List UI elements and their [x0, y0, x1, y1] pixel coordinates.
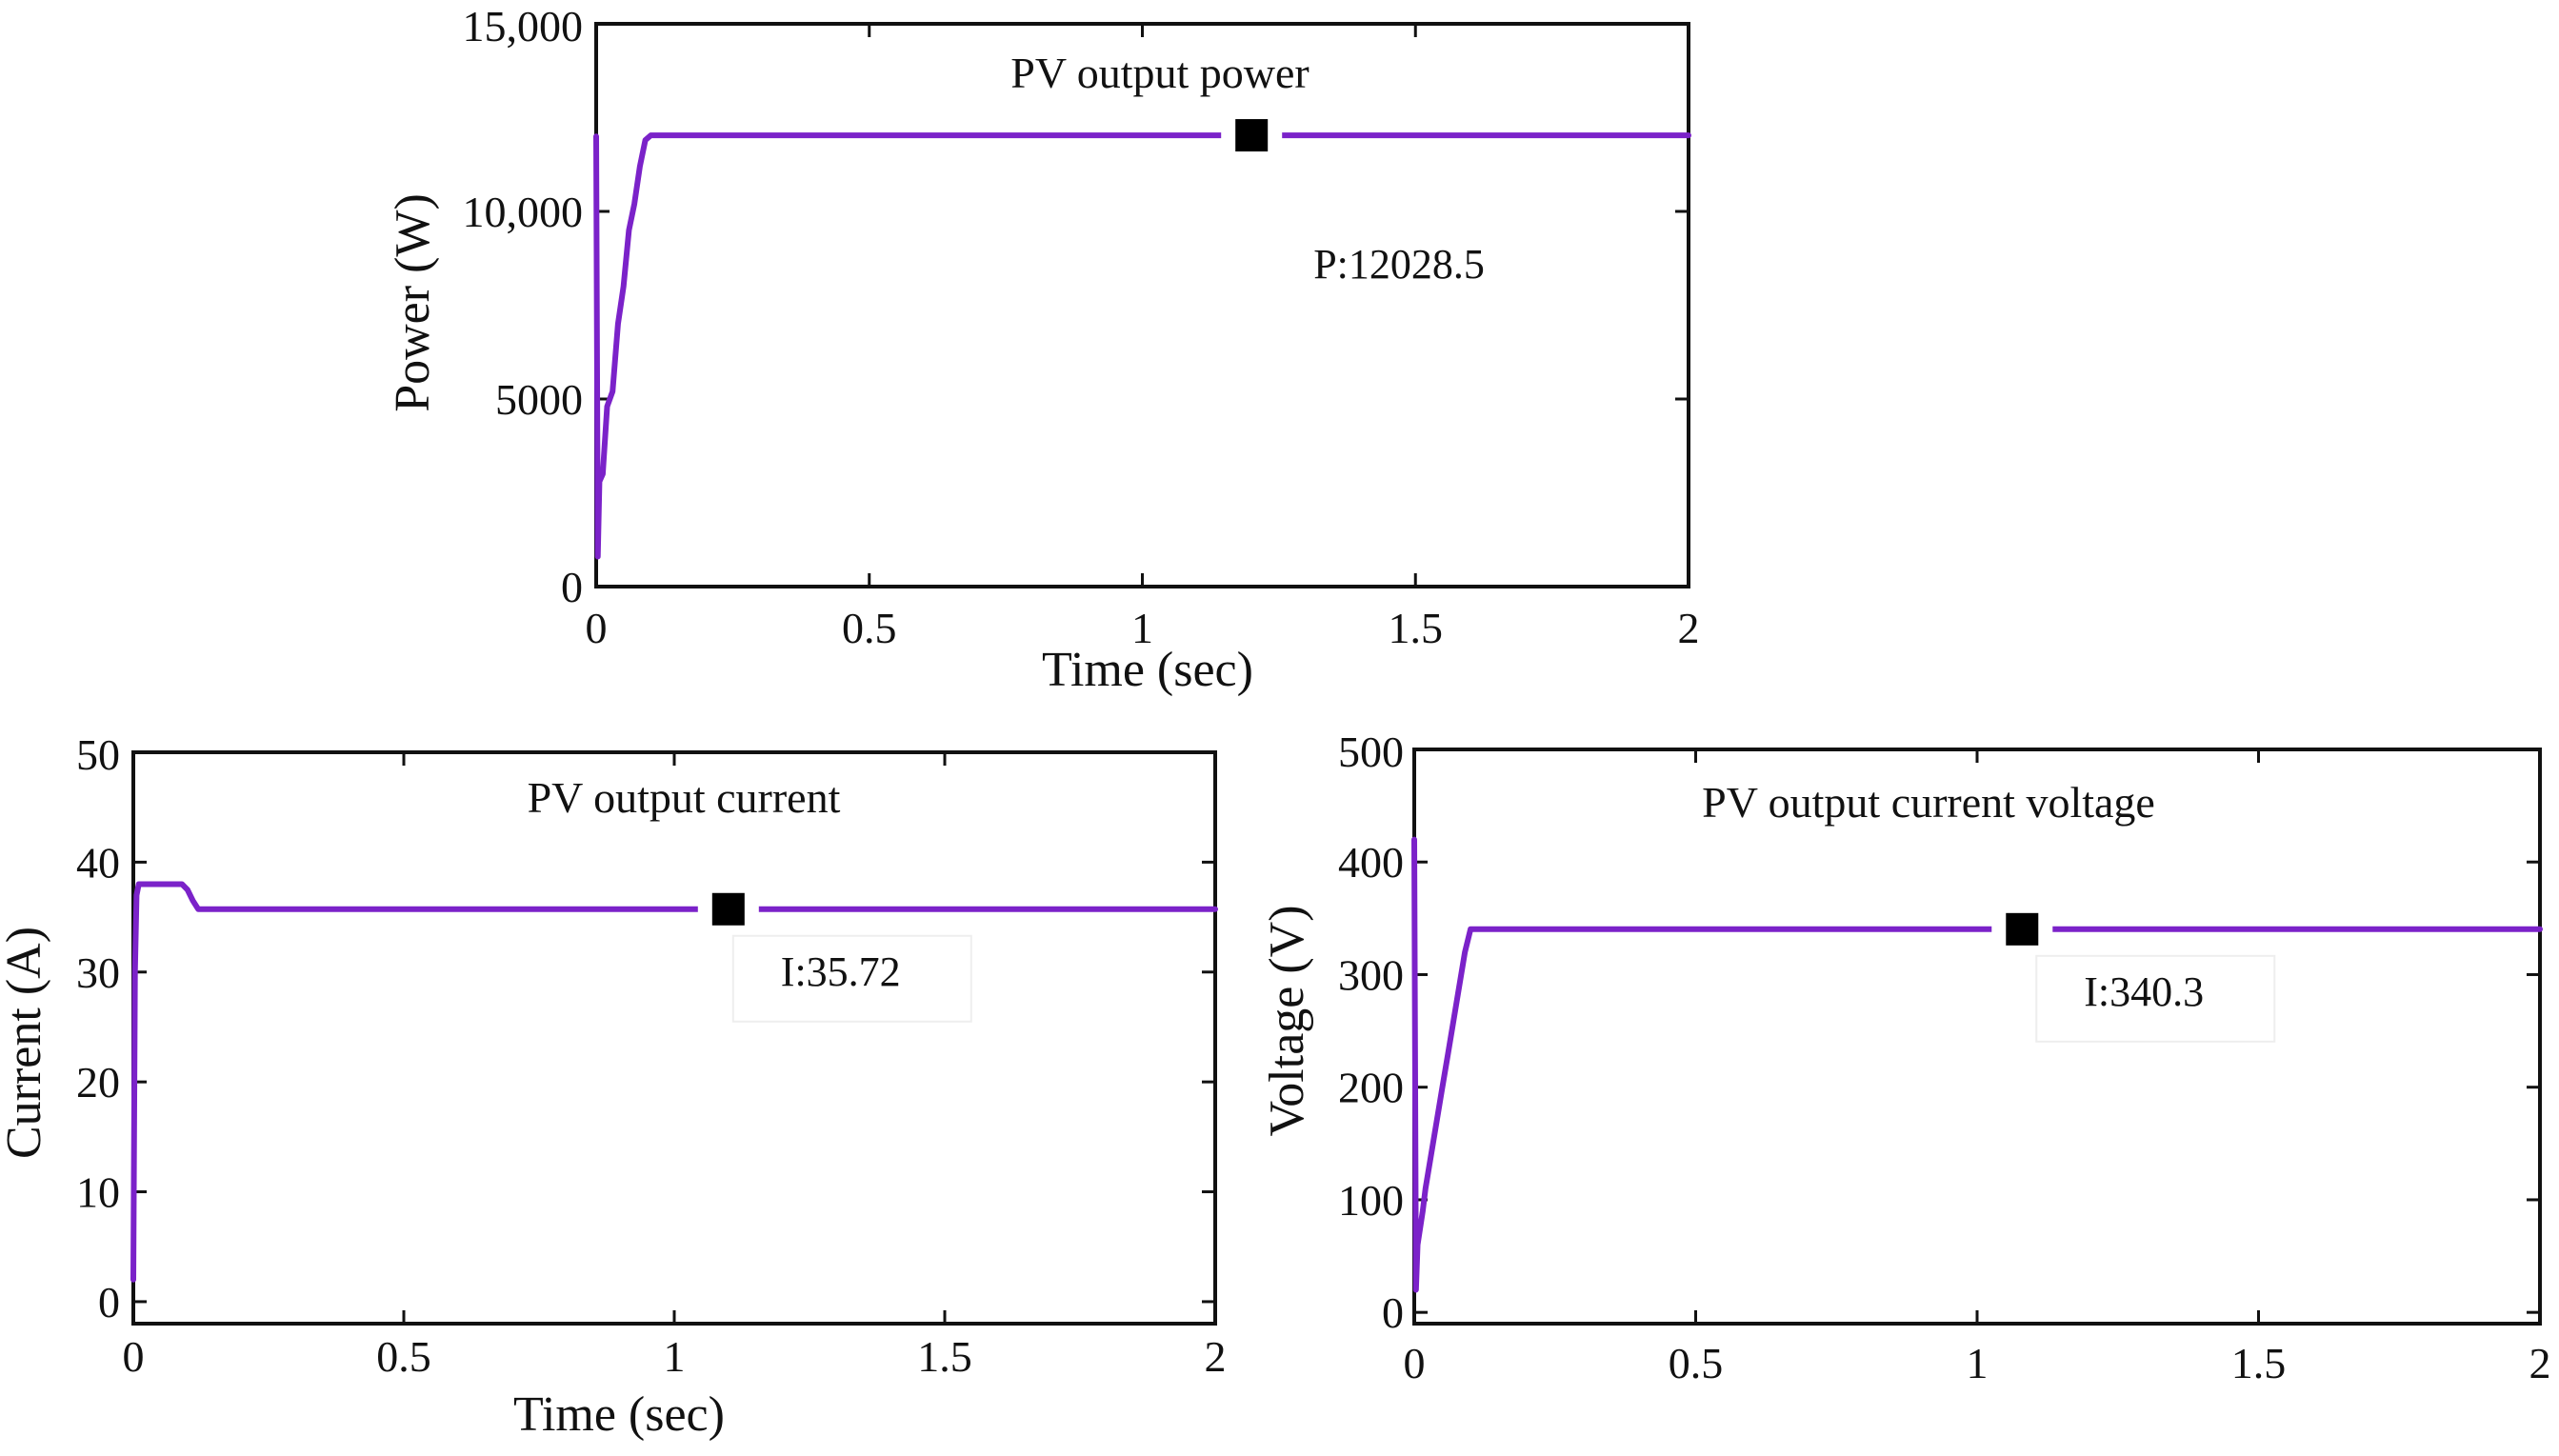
- current-data-marker[interactable]: [711, 892, 745, 926]
- voltage-x-tick-label: 1: [1967, 1339, 1989, 1387]
- power-x-tick-label: 2: [1678, 604, 1700, 652]
- voltage-y-tick-label: 300: [1338, 950, 1404, 999]
- power-x-tick-label: 1.5: [1389, 604, 1444, 652]
- current-x-tick-label: 0: [123, 1332, 145, 1381]
- power-y-tick-label: 15,000: [463, 2, 584, 50]
- voltage-plot-frame: [1412, 748, 2542, 1326]
- power-y-tick-label: 10,000: [463, 188, 584, 236]
- power-plot-frame: [594, 22, 1690, 588]
- current-y-tick-label: 10: [76, 1168, 120, 1217]
- power-x-tick-label: 0.5: [842, 604, 897, 652]
- current-series-line: [130, 881, 1218, 1283]
- current-y-tick-label: 0: [98, 1278, 120, 1326]
- current-y-tick-label: 50: [76, 730, 120, 779]
- power-chart: 0 0.5 1 1.5 2 0 5000 10,000 15,000 PV output powe…: [386, 2, 1700, 697]
- current-chart-title: PV output current: [528, 773, 841, 822]
- current-y-tick-label: 30: [76, 948, 120, 997]
- power-series-line: [593, 132, 1691, 560]
- current-x-tick-label: 1: [664, 1332, 686, 1381]
- voltage-y-tick-label: 400: [1338, 838, 1404, 887]
- voltage-y-axis-label: Voltage (V): [1260, 905, 1314, 1136]
- current-x-tick-label: 1.5: [917, 1332, 972, 1381]
- voltage-x-tick-label: 2: [2529, 1339, 2551, 1387]
- power-y-axis-label: Power (W): [386, 193, 440, 412]
- voltage-x-tick-label: 0: [1404, 1339, 1426, 1387]
- voltage-chart-title: PV output current voltage: [1702, 778, 2155, 827]
- voltage-y-tick-label: 200: [1338, 1064, 1404, 1112]
- voltage-chart: 0 0.5 1 1.5 2 0 100 200 300 400 500 PV output curre…: [1260, 728, 2551, 1387]
- current-x-tick-label: 2: [1205, 1332, 1227, 1381]
- voltage-data-marker[interactable]: [2006, 912, 2039, 946]
- voltage-x-tick-label: 0.5: [1669, 1339, 1724, 1387]
- voltage-y-tick-label: 100: [1338, 1176, 1404, 1225]
- current-x-tick-label: 0.5: [376, 1332, 431, 1381]
- voltage-x-tick-label: 1.5: [2231, 1339, 2287, 1387]
- current-marker-label-box: [731, 934, 972, 1023]
- current-y-tick-label: 40: [76, 838, 120, 887]
- power-x-axis-label: Time (sec): [1042, 643, 1253, 697]
- power-data-marker[interactable]: [1235, 119, 1269, 152]
- voltage-marker-label-box: [2035, 954, 2276, 1043]
- voltage-marker-label: I:340.3: [2084, 968, 2204, 1015]
- power-marker-label: P:12028.5: [1313, 241, 1485, 288]
- voltage-series-line: [1411, 836, 2543, 1293]
- current-plot-frame: [131, 750, 1217, 1326]
- current-marker-label: I:35.72: [781, 948, 901, 995]
- current-x-axis-label: Time (sec): [513, 1387, 725, 1442]
- power-y-tick-label: 0: [561, 563, 583, 611]
- voltage-y-tick-label: 500: [1338, 728, 1404, 776]
- voltage-y-tick-label: 0: [1382, 1288, 1404, 1337]
- current-y-tick-label: 20: [76, 1058, 120, 1107]
- power-chart-title: PV output power: [1010, 49, 1309, 97]
- current-y-axis-label: Current (A): [0, 927, 51, 1159]
- power-y-tick-label: 5000: [495, 375, 583, 424]
- power-x-tick-label: 0: [586, 604, 608, 652]
- power-x-tick-label: 1: [1131, 604, 1153, 652]
